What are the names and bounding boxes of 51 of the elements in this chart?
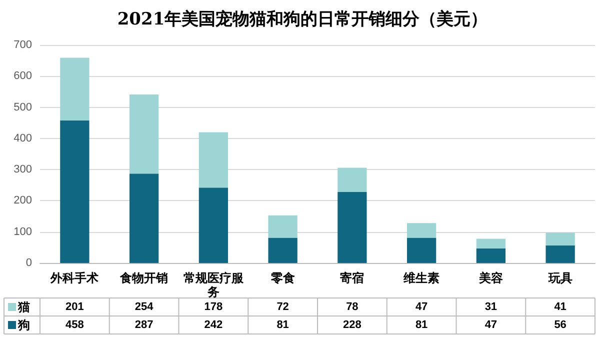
bar — [198, 188, 228, 263]
data-label: 81 — [276, 319, 289, 331]
bar — [60, 120, 90, 263]
bar — [546, 246, 575, 263]
bar — [268, 215, 298, 238]
data-label: 41 — [554, 301, 566, 313]
data-label: 72 — [276, 301, 289, 313]
legend-label: 猫 — [17, 300, 30, 314]
y-tick-label: 400 — [14, 132, 32, 144]
x-tick-label: 玩具 — [547, 271, 572, 285]
data-label: 254 — [134, 301, 154, 313]
y-tick-label: 600 — [14, 70, 32, 82]
x-tick-label: 常规医疗服务 — [183, 271, 244, 299]
x-tick-label: 食物开销 — [119, 271, 168, 285]
data-label: 47 — [484, 319, 498, 331]
x-tick-label: 零食 — [270, 271, 295, 285]
y-tick-label: 700 — [14, 39, 32, 51]
y-tick-label: 0 — [26, 257, 32, 269]
legend-label: 狗 — [17, 318, 30, 332]
data-label: 56 — [554, 319, 566, 331]
x-tick-label: 外科手术 — [50, 271, 99, 285]
bar — [338, 192, 367, 263]
data-label: 178 — [204, 301, 223, 313]
x-tick-label: 寄宿 — [340, 271, 364, 285]
y-tick-label: 300 — [14, 164, 32, 176]
y-tick-label: 200 — [14, 194, 32, 207]
bar — [198, 132, 228, 188]
data-label: 201 — [66, 301, 84, 313]
data-label: 287 — [134, 319, 154, 331]
data-label: 47 — [415, 301, 428, 313]
bar — [129, 174, 159, 263]
bar — [476, 248, 506, 263]
x-tick-label: 美容 — [478, 271, 503, 285]
bar — [546, 232, 575, 246]
chart-title: 2021年美国宠物猫和狗的日常开销细分（美元） — [117, 10, 488, 30]
data-label: 81 — [415, 319, 428, 331]
data-label: 242 — [204, 319, 223, 331]
data-label: 458 — [66, 319, 84, 331]
x-tick-label: 维生素 — [402, 271, 440, 285]
y-tick-label: 500 — [14, 101, 32, 114]
bar — [476, 238, 506, 248]
bar — [406, 223, 436, 238]
bar — [129, 94, 159, 174]
data-label: 228 — [343, 319, 362, 331]
data-label: 78 — [346, 301, 358, 313]
bar — [60, 58, 90, 120]
data-label: 31 — [484, 301, 498, 313]
bar — [338, 168, 367, 192]
bar — [406, 238, 436, 263]
bar — [268, 238, 298, 263]
y-tick-label: 100 — [14, 226, 32, 238]
